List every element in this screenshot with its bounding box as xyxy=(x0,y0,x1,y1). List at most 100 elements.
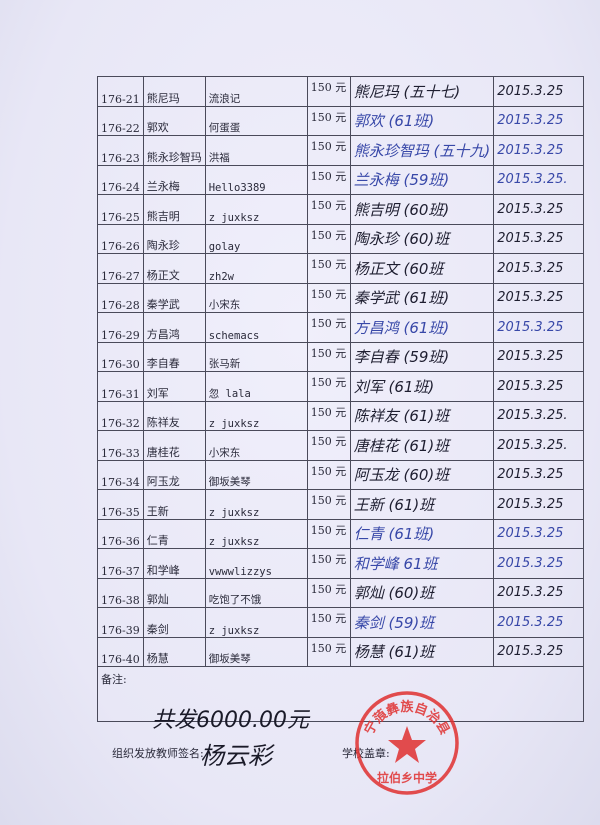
student-name: 兰永梅 xyxy=(142,164,206,195)
handwritten-signature: 郭灿 (60)班 xyxy=(349,577,495,608)
row-id: 176-24 xyxy=(97,164,144,195)
handwritten-date: 2015.3.25 xyxy=(493,105,585,136)
student-name: 熊吉明 xyxy=(142,194,206,225)
table-row: 176-22 郭欢 何蛋蛋 150 元郭欢 (61班) 2015.3.25 xyxy=(97,105,585,136)
row-id: 176-36 xyxy=(97,518,144,549)
student-name: 方昌鸿 xyxy=(142,312,206,343)
nickname: 御坂美琴 xyxy=(204,636,308,667)
remark-handwriting: 共发6000.00元 xyxy=(152,708,309,733)
row-id: 176-25 xyxy=(97,194,144,225)
teacher-signature-label: 组织发放教师签名: xyxy=(112,747,204,760)
star-icon xyxy=(388,726,426,763)
amount: 150 元 xyxy=(306,607,351,638)
row-id: 176-28 xyxy=(97,282,144,313)
row-id: 176-23 xyxy=(97,135,144,166)
row-id: 176-21 xyxy=(97,76,144,107)
nickname: z juxksz xyxy=(204,194,308,225)
table-row: 176-26 陶永珍 golay 150 元陶永珍 (60)班 2015.3.25 xyxy=(97,223,585,254)
amount: 150 元 xyxy=(306,76,351,107)
row-id: 176-38 xyxy=(97,577,144,608)
table-row: 176-29 方昌鸿 schemacs 150 元方昌鸿 (61班) 2015.3.25 xyxy=(97,312,585,343)
student-name: 秦学武 xyxy=(142,282,206,313)
row-id: 176-35 xyxy=(97,489,144,520)
handwritten-signature: 王新 (61)班 xyxy=(349,489,495,520)
student-name: 陶永珍 xyxy=(142,223,206,254)
amount: 150 元 xyxy=(306,459,351,490)
handwritten-date: 2015.3.25 xyxy=(493,194,585,225)
row-id: 176-34 xyxy=(97,459,144,490)
student-name: 熊尼玛 xyxy=(142,76,206,107)
amount: 150 元 xyxy=(306,312,351,343)
handwritten-signature: 兰永梅 (59班) xyxy=(349,164,495,195)
amount: 150 元 xyxy=(306,577,351,608)
handwritten-date: 2015.3.25 xyxy=(493,489,585,520)
distribution-table: 176-21 熊尼玛 流浪记 150 元熊尼玛 (五十七) 2015.3.25 176-2… xyxy=(96,76,585,722)
table-row: 176-21 熊尼玛 流浪记 150 元熊尼玛 (五十七) 2015.3.25 xyxy=(97,76,585,107)
student-name: 李自春 xyxy=(142,341,206,372)
handwritten-signature: 熊吉明 (60班) xyxy=(349,194,495,225)
table-row: 176-37 和学峰 vwwwlizzys 150 元和学峰 61班 2015.3.25 xyxy=(97,548,585,579)
student-name: 杨慧 xyxy=(142,636,206,667)
handwritten-signature: 陶永珍 (60)班 xyxy=(349,223,495,254)
table-row: 176-25 熊吉明 z juxksz 150 元熊吉明 (60班) 2015.3.25 xyxy=(97,194,585,225)
handwritten-signature: 仁青 (61班) xyxy=(349,518,495,549)
row-id: 176-32 xyxy=(97,400,144,431)
table-row: 176-33 唐桂花 小宋东 150 元唐桂花 (61)班 2015.3.25. xyxy=(97,430,585,461)
handwritten-signature: 陈祥友 (61)班 xyxy=(349,400,495,431)
table-row: 176-39 秦剑 z juxksz 150 元秦剑 (59)班 2015.3.25 xyxy=(97,607,585,638)
handwritten-date: 2015.3.25 xyxy=(493,459,585,490)
row-id: 176-22 xyxy=(97,105,144,136)
nickname: z juxksz xyxy=(204,607,308,638)
handwritten-date: 2015.3.25 xyxy=(493,135,585,166)
handwritten-date: 2015.3.25 xyxy=(493,253,585,284)
amount: 150 元 xyxy=(306,636,351,667)
nickname: 流浪记 xyxy=(204,76,308,107)
nickname: 小宋东 xyxy=(204,430,308,461)
handwritten-date: 2015.3.25. xyxy=(493,400,585,431)
school-seal-stamp: 宁蒗彝族自治县 拉伯乡中学 xyxy=(355,691,459,795)
nickname: 忽 lala xyxy=(204,371,308,402)
handwritten-date: 2015.3.25 xyxy=(493,76,585,107)
table-row: 176-35 王新 z juxksz 150 元王新 (61)班 2015.3.25 xyxy=(97,489,585,520)
table-row: 176-32 陈祥友 z juxksz 150 元陈祥友 (61)班 2015.3.25… xyxy=(97,400,585,431)
handwritten-date: 2015.3.25. xyxy=(493,164,585,195)
handwritten-date: 2015.3.25 xyxy=(493,341,585,372)
handwritten-signature: 唐桂花 (61)班 xyxy=(349,430,495,461)
student-name: 和学峰 xyxy=(142,548,206,579)
handwritten-signature: 熊尼玛 (五十七) xyxy=(349,76,495,107)
amount: 150 元 xyxy=(306,135,351,166)
nickname: schemacs xyxy=(204,312,308,343)
handwritten-date: 2015.3.25 xyxy=(493,518,585,549)
table-row: 176-36 仁青 z juxksz 150 元仁青 (61班) 2015.3.25 xyxy=(97,518,585,549)
handwritten-date: 2015.3.25 xyxy=(493,548,585,579)
nickname: 小宋东 xyxy=(204,282,308,313)
table-row: 176-30 李自春 张马新 150 元李自春 (59班) 2015.3.25 xyxy=(97,341,585,372)
amount: 150 元 xyxy=(306,371,351,402)
row-id: 176-31 xyxy=(97,371,144,402)
row-id: 176-40 xyxy=(97,636,144,667)
table-row: 176-27 杨正文 zh2w 150 元杨正文 (60班 2015.3.25 xyxy=(97,253,585,284)
handwritten-date: 2015.3.25 xyxy=(493,607,585,638)
nickname: golay xyxy=(204,223,308,254)
amount: 150 元 xyxy=(306,253,351,284)
nickname: 御坂美琴 xyxy=(204,459,308,490)
student-name: 仁青 xyxy=(142,518,206,549)
amount: 150 元 xyxy=(306,164,351,195)
handwritten-date: 2015.3.25 xyxy=(493,223,585,254)
table-row: 176-34 阿玉龙 御坂美琴 150 元阿玉龙 (60)班 2015.3.25 xyxy=(97,459,585,490)
handwritten-signature: 郭欢 (61班) xyxy=(349,105,495,136)
amount: 150 元 xyxy=(306,341,351,372)
school-seal-label: 学校盖章: xyxy=(342,747,390,760)
student-name: 唐桂花 xyxy=(142,430,206,461)
amount: 150 元 xyxy=(306,400,351,431)
handwritten-signature: 熊永珍智玛 (五十九) xyxy=(349,135,495,166)
nickname: zh2w xyxy=(204,253,308,284)
handwritten-signature: 和学峰 61班 xyxy=(349,548,495,579)
table-row: 176-31 刘军忽 lala 150 元刘军 (61班) 2015.3.25 xyxy=(97,371,585,402)
remark-row: 备注: xyxy=(96,666,585,722)
amount: 150 元 xyxy=(306,105,351,136)
nickname: z juxksz xyxy=(204,518,308,549)
student-name: 杨正文 xyxy=(142,253,206,284)
row-id: 176-37 xyxy=(97,548,144,579)
amount: 150 元 xyxy=(306,489,351,520)
